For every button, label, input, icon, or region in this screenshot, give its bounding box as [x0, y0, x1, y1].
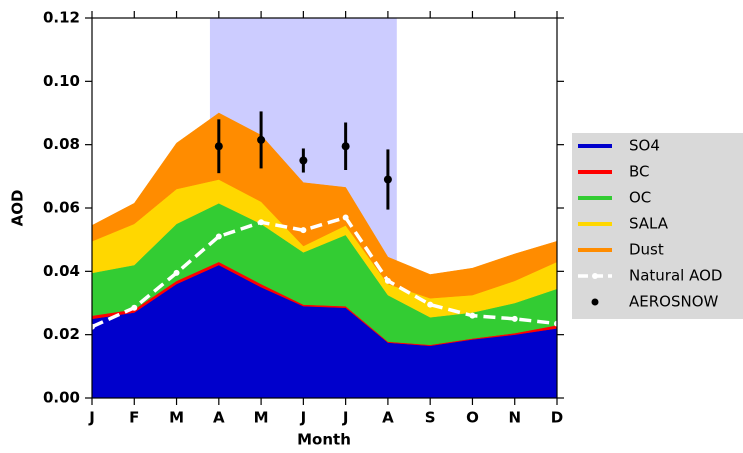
legend-label: AEROSNOW	[629, 293, 719, 311]
x-tick-label: O	[466, 409, 479, 427]
x-tick-label: M	[169, 409, 184, 427]
x-tick-label: N	[508, 409, 521, 427]
legend-label: BC	[629, 163, 650, 181]
line-marker	[131, 304, 138, 311]
point	[341, 142, 350, 151]
legend-label: OC	[629, 189, 651, 207]
x-tick-label: M	[254, 409, 269, 427]
point	[299, 156, 308, 165]
y-tick-label: 0.02	[43, 325, 80, 343]
line-marker	[384, 277, 391, 284]
line-marker	[173, 269, 180, 276]
x-tick-label: S	[425, 409, 436, 427]
line-marker	[469, 312, 476, 319]
legend-label: SO4	[629, 137, 660, 155]
legend-marker	[592, 273, 598, 279]
x-tick-label: F	[129, 409, 139, 427]
legend-marker	[591, 298, 599, 306]
x-tick-label: J	[342, 409, 349, 427]
line-marker	[300, 227, 307, 234]
y-tick-label: 0.04	[43, 262, 80, 280]
point	[383, 175, 392, 184]
x-tick-label: J	[88, 409, 95, 427]
y-tick-label: 0.08	[43, 135, 80, 153]
x-axis-label: Month	[297, 431, 351, 449]
y-axis-label: AOD	[9, 190, 27, 227]
y-tick-label: 0.12	[43, 9, 80, 27]
legend: SO4 BC OC SALA Dust Natural AOD AEROSNOW	[572, 133, 743, 319]
line-marker	[342, 214, 349, 221]
line-marker	[427, 301, 434, 308]
y-tick-label: 0.10	[43, 72, 80, 90]
legend-label: SALA	[629, 215, 669, 233]
x-tick-label: A	[213, 409, 225, 427]
legend-label: Natural AOD	[629, 267, 722, 285]
line-marker	[511, 315, 518, 322]
y-tick-label: 0.00	[43, 389, 80, 407]
legend-label: Dust	[629, 241, 664, 259]
x-tick-label: A	[382, 409, 394, 427]
line-marker	[258, 219, 265, 226]
line	[91, 215, 558, 329]
y-tick-label: 0.06	[43, 199, 80, 217]
x-tick-label: J	[300, 409, 307, 427]
line-marker	[215, 233, 222, 240]
x-tick-label: D	[551, 409, 563, 427]
point	[257, 135, 266, 144]
point	[214, 142, 223, 151]
